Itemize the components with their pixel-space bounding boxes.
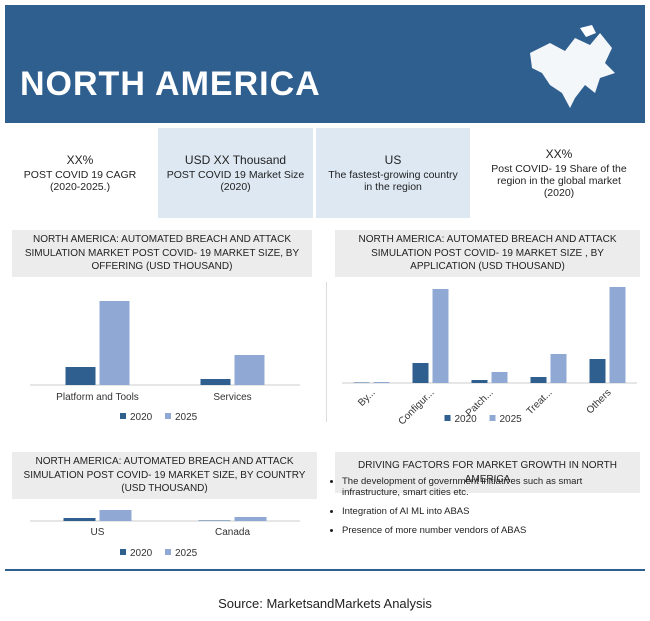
stat: US The fastest-growing country in the reg… — [316, 128, 470, 218]
bar — [99, 510, 132, 521]
legend-swatch — [165, 413, 171, 419]
stat-label: Post COVID- 19 Share of the region in th… — [491, 163, 627, 199]
banner: NORTH AMERICA — [5, 5, 645, 123]
legend-label: 2025 — [175, 548, 198, 559]
legend-label: 2025 — [500, 414, 523, 425]
bar — [589, 359, 606, 383]
divider — [326, 282, 327, 422]
legend-label: 2020 — [455, 414, 478, 425]
stat-label: The fastest-growing country in the regio… — [328, 169, 458, 193]
x-tick-label: Others — [585, 387, 614, 416]
x-tick-label: Services — [213, 392, 251, 403]
legend-label: 2025 — [175, 412, 198, 423]
bar — [99, 301, 130, 385]
bar — [373, 382, 390, 383]
drivers-list: The development of government initiative… — [330, 476, 640, 544]
stat: USD XX Thousand POST COVID 19 Market Size… — [158, 128, 313, 218]
chart-title: NORTH AMERICA: AUTOMATED BREACH AND ATTA… — [12, 452, 317, 499]
stat-value: USD XX Thousand — [184, 153, 287, 167]
legend-swatch — [165, 549, 171, 555]
x-tick-label: Canada — [215, 527, 250, 538]
stat-value: US — [384, 153, 402, 167]
bar — [550, 354, 567, 383]
legend-label: 2020 — [130, 548, 153, 559]
chart: Platform and Tools Services 2020 2025 — [30, 301, 300, 423]
stat: XX% POST COVID 19 CAGR (2020-2025.) — [5, 128, 155, 218]
legend-swatch — [120, 413, 126, 419]
driver: Presence of more number vendors of ABAS — [342, 525, 640, 536]
chart-title: NORTH AMERICA: AUTOMATED BREACH AND ATTA… — [335, 230, 640, 277]
chart: US Canada 2020 2025 — [30, 510, 300, 559]
rule — [5, 569, 645, 571]
x-tick-label: By... — [356, 387, 377, 408]
stat: XX% Post COVID- 19 Share of the region in… — [473, 128, 645, 218]
bar — [491, 372, 508, 383]
bar — [530, 377, 547, 383]
chart-title: NORTH AMERICA: AUTOMATED BREACH AND ATTA… — [12, 230, 312, 277]
bar — [609, 287, 626, 383]
drivers-title: DRIVING FACTORS FOR MARKET GROWTH IN NOR… — [335, 452, 640, 493]
bar — [353, 382, 370, 383]
bar — [432, 289, 449, 383]
bar — [65, 367, 96, 385]
stat-label: POST COVID 19 CAGR (2020-2025.) — [23, 169, 137, 193]
stat-value: XX% — [545, 147, 573, 161]
bar — [63, 518, 96, 521]
bar — [471, 380, 488, 383]
bar — [200, 379, 231, 385]
driver: The development of government initiative… — [342, 476, 640, 498]
chart: By... Configur... Patch... Treat... Others20… — [342, 287, 637, 427]
bar — [198, 520, 231, 521]
stat-value: XX% — [66, 153, 94, 167]
legend-swatch — [489, 415, 496, 421]
x-tick-label: Treat... — [525, 387, 555, 417]
driver: Integration of AI ML into ABAS — [342, 506, 640, 517]
bar — [234, 517, 267, 521]
stat-label: POST COVID 19 Market Size (2020) — [166, 169, 305, 193]
source: Source: MarketsandMarkets Analysis — [218, 596, 432, 611]
legend-swatch — [120, 549, 126, 555]
x-tick-label: Platform and Tools — [56, 392, 139, 403]
map-icon — [530, 25, 615, 108]
bar — [412, 363, 429, 383]
bar — [234, 355, 265, 385]
legend-label: 2020 — [130, 412, 153, 423]
legend-swatch — [444, 415, 451, 421]
x-tick-label: Configur... — [397, 387, 437, 427]
x-tick-label: US — [91, 527, 105, 538]
title: NORTH AMERICA — [20, 65, 321, 103]
